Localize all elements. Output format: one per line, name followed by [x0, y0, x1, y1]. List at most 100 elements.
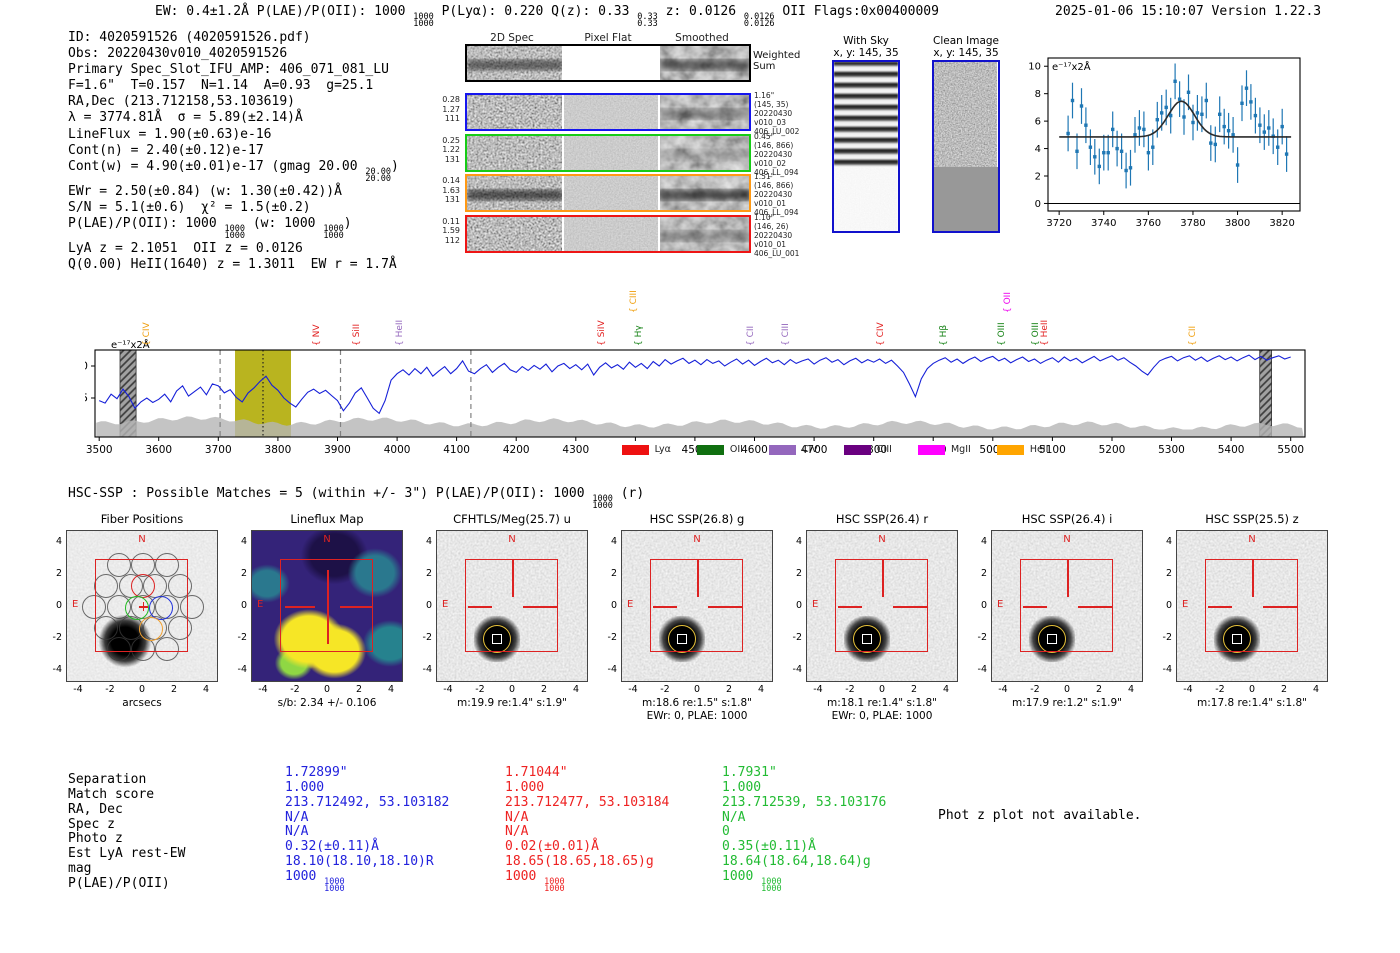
xtick-label: 4 [1312, 684, 1320, 695]
cutout-caption: EWr: 0, PLAE: 1000 [646, 710, 748, 722]
text-segment: 213.712477, 53.103184 [505, 794, 670, 810]
stacked-fraction: 1000 1000 [323, 223, 344, 242]
match-cell: 0 [722, 824, 886, 840]
centroid-square [1232, 634, 1242, 644]
text-segment: F=1.6" T=0.157 N=1.14 A=0.93 g=25.1 [68, 78, 374, 94]
match-row-labels: Separation Match score RA, Dec Spec z Photo … [68, 772, 185, 892]
selected-fiber-circle [124, 596, 149, 621]
match-cell: 1.71044" [505, 765, 669, 781]
match-cell: N/A [505, 810, 669, 826]
ytick-label: 0 [795, 600, 802, 611]
full-spectrum-plot: 3500360037003800390040004100420043004400… [75, 338, 1320, 466]
match-column-1: 1.71044" 1.000 213.712477, 53.103184 N/A N/A… [505, 765, 670, 894]
xtick-label: 0 [693, 684, 701, 695]
xtick-label: 4 [202, 684, 210, 695]
text-segment: 1000 [505, 868, 545, 884]
crosshair-v [327, 570, 329, 644]
svg-text:4200: 4200 [503, 444, 530, 456]
ytick-label: -4 [792, 664, 802, 675]
report-version: Version 1.22.3 [1211, 4, 1322, 19]
crosshair-h-left [1023, 606, 1047, 608]
fiber-circle [179, 595, 204, 619]
crosshair-h-right [523, 606, 558, 608]
svg-text:0: 0 [1035, 199, 1041, 210]
match-cell: 18.65(18.65,18.65)g [505, 854, 669, 870]
text-segment: z: 0.0126 [657, 4, 744, 19]
xtick-label: -2 [1030, 684, 1040, 695]
legend-swatch [843, 444, 871, 455]
text-segment: ) [343, 215, 352, 231]
ytick-label: -4 [237, 664, 247, 675]
xtick-label: 4 [387, 684, 395, 695]
info-line: λ = 3774.81Å σ = 5.89(±2.14)Å [68, 110, 399, 126]
match-cell: 213.712539, 53.103176 [722, 795, 886, 811]
text-segment: 1.71044" [505, 765, 568, 780]
noise-texture [834, 166, 897, 231]
text-segment: Obs: 20220430v010_4020591526 [68, 46, 288, 62]
xtick-label: 4 [757, 684, 765, 695]
stacked-fraction: 0.0126 0.0126 [743, 12, 775, 30]
xtick-label: 0 [1063, 684, 1071, 695]
text-segment: N/A [285, 809, 309, 825]
sky-panel-image [832, 60, 900, 233]
fiber-circle [94, 573, 119, 598]
ytick-label: -2 [977, 632, 987, 643]
svg-text:e⁻¹⁷x2Å: e⁻¹⁷x2Å [111, 338, 150, 351]
ytick-label: 0 [610, 600, 617, 611]
sky-panel-title: With Sky x, y: 145, 35 [833, 35, 899, 59]
legend-label: Lyα [654, 444, 671, 455]
centroid-square [862, 634, 872, 644]
report-datetime: 2025-01-06 15:10:07 [1055, 4, 1204, 19]
noise-texture [659, 95, 749, 129]
crosshair-h-right [1078, 606, 1113, 608]
spec2d-pixelflat-image [564, 95, 658, 129]
svg-text:5400: 5400 [1218, 444, 1245, 456]
text-segment: 1.7931" [722, 765, 777, 780]
cutout-title: Lineflux Map [290, 512, 364, 526]
spec2d-noise-image [467, 176, 563, 210]
emission-line-label-ciii: { CIII [629, 290, 640, 313]
info-line: ID: 4020591526 (4020591526.pdf) [68, 30, 399, 46]
legend-item-oii: OII [696, 444, 743, 455]
cutout-caption: m:17.9 re:1.2" s:1.9" [1012, 697, 1122, 709]
cutout-panel-gray-3: HSC SSP(26.8) g N E 4 2 0 -2 -4 -4 -2 0 2 4 m:18.6 re… [601, 512, 773, 724]
svg-text:3820: 3820 [1269, 218, 1294, 229]
compass-north-label: N [878, 534, 886, 545]
text-segment: N/A [505, 824, 529, 840]
match-cell: 1.7931" [722, 765, 886, 781]
text-segment: 1.000 [722, 779, 762, 795]
spec2d-col-header: Smoothed [675, 32, 729, 44]
spectrum-legend: Lyα OII CIV CIII MgII HeII [505, 444, 1165, 455]
emission-line-fit-plot: 3720 3740 3760 3780 3800 3820 0 2 4 6 8 10 e⁻¹⁷x2Å [1022, 42, 1352, 242]
xtick-label: 2 [170, 684, 178, 695]
svg-text:5100: 5100 [1039, 444, 1066, 456]
cutout-title: HSC SSP(26.8) g [649, 512, 745, 526]
ytick-label: 2 [1165, 568, 1172, 579]
match-cell: 213.712477, 53.103184 [505, 794, 670, 811]
xtick-label: 4 [1127, 684, 1135, 695]
ytick-label: -4 [422, 664, 432, 675]
legend-item-mgii: MgII [917, 444, 971, 455]
spec2d-row-box [465, 214, 751, 253]
noise-texture [467, 46, 563, 80]
spec2d-pixelflat-image [564, 46, 658, 80]
match-cell: 1000 1000 1000 [505, 868, 669, 894]
match-cell: N/A [722, 810, 886, 826]
emission-line-label-cii: { CII [1188, 325, 1199, 346]
noise-texture [467, 135, 563, 170]
compass-north-label: N [693, 534, 701, 545]
crosshair-h-left [838, 606, 862, 608]
svg-text:e⁻¹⁷x2Å: e⁻¹⁷x2Å [1052, 60, 1091, 73]
text-segment: EWr = 2.50(±0.84) (w: 1.30(±0.42))Å [68, 183, 342, 199]
xtick-label: -2 [475, 684, 485, 695]
ytick-label: -4 [52, 664, 62, 675]
spec2d-smoothed-image [659, 216, 749, 251]
spec2d-row-right-labels: 1.10" (146, 26) 20220430 v010_01 406_LU_001 [754, 212, 800, 258]
xtick-label: -2 [105, 684, 115, 695]
ytick-label: 0 [55, 600, 62, 611]
ytick-label: -2 [792, 632, 802, 643]
header-datetime-version: 2025-01-06 15:10:07 Version 1.22.3 [1055, 4, 1321, 19]
xtick-label: -2 [290, 684, 300, 695]
cutout-panel-fiber-0: Fiber Positions N E 4 2 0 -2 -4 -4 -2 0 2 4 arcsecs [46, 512, 218, 724]
spec2d-row-box [465, 133, 751, 172]
